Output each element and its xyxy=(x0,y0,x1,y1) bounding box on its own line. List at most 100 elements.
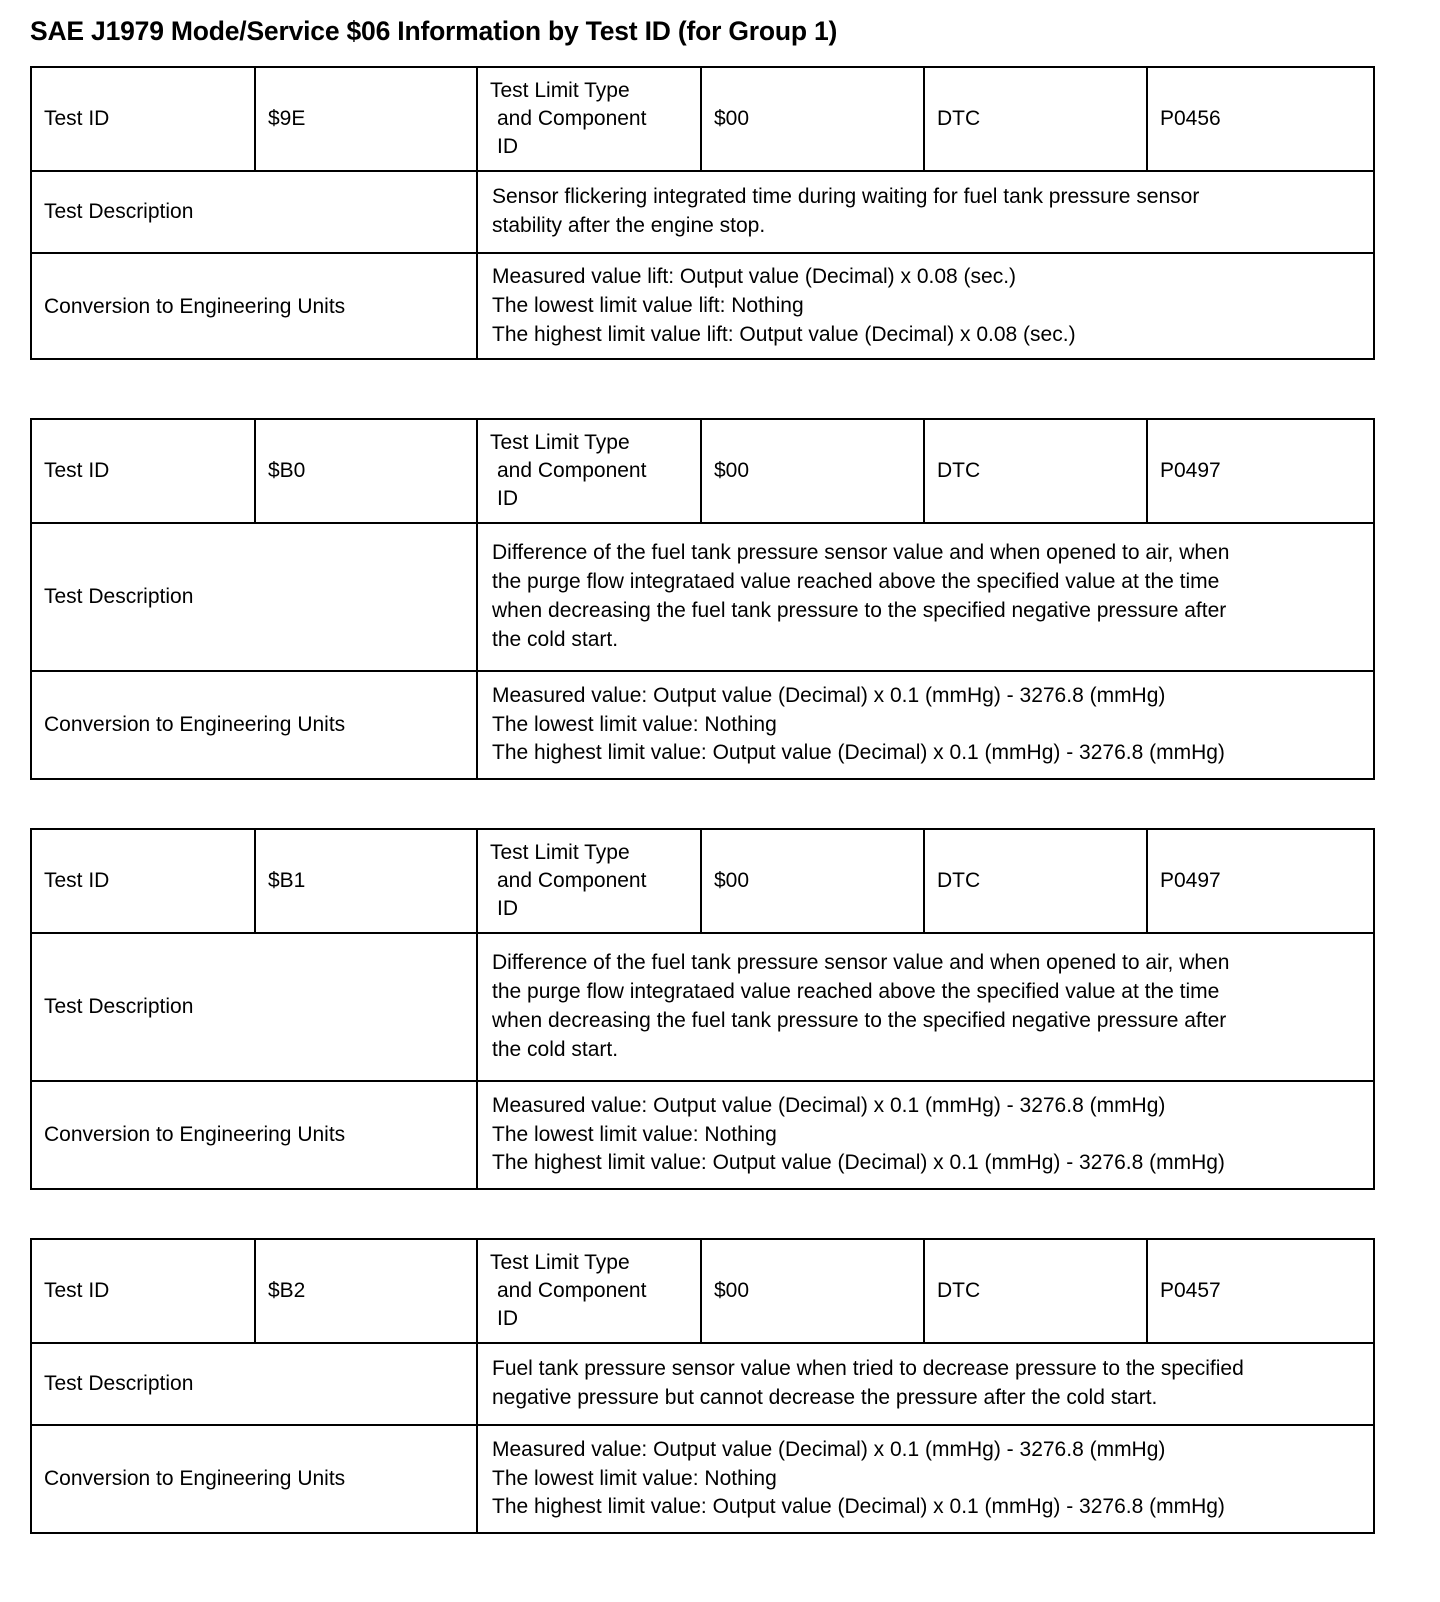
test-id-label: Test ID xyxy=(44,1279,110,1303)
text-line: The highest limit value: Output value (D… xyxy=(492,1151,1225,1175)
test-limit-value: $00 xyxy=(714,459,750,483)
test-id-table-3: Test ID $B1 Test Limit Type and Componen… xyxy=(30,828,1375,1190)
test-limit-type-label-cell: Test Limit Type and Component ID xyxy=(476,418,702,524)
dtc-label: DTC xyxy=(937,107,981,131)
limit-type-line-1: Test Limit Type xyxy=(490,431,630,455)
conversion-value-cell: Measured value: Output value (Decimal) x… xyxy=(476,670,1375,780)
test-description-text: Sensor flickering integrated time during… xyxy=(478,174,1373,250)
test-id-value: $9E xyxy=(268,107,306,131)
test-description-label: Test Description xyxy=(44,585,194,609)
limit-type-line-2: and Component xyxy=(497,459,647,483)
conversion-label-cell: Conversion to Engineering Units xyxy=(30,1080,478,1190)
dtc-label-cell: DTC xyxy=(923,1238,1148,1344)
dtc-value-cell: P0456 xyxy=(1146,66,1375,172)
dtc-value: P0457 xyxy=(1160,1279,1221,1303)
test-limit-value: $00 xyxy=(714,1279,750,1303)
test-id-label-cell: Test ID xyxy=(30,1238,256,1344)
test-limit-type-label: Test Limit Type and Component ID xyxy=(478,421,700,521)
test-description-label-cell: Test Description xyxy=(30,522,478,672)
table-row: Test Description Fuel tank pressure sens… xyxy=(30,1342,1375,1426)
test-id-value-cell: $B0 xyxy=(254,418,478,524)
limit-type-line-3: ID xyxy=(497,1306,518,1330)
test-id-label-cell: Test ID xyxy=(30,418,256,524)
test-id-value-cell: $9E xyxy=(254,66,478,172)
dtc-label-cell: DTC xyxy=(923,66,1148,172)
conversion-value-cell: Measured value: Output value (Decimal) x… xyxy=(476,1424,1375,1534)
test-limit-value: $00 xyxy=(714,107,750,131)
test-id-label: Test ID xyxy=(44,459,110,483)
dtc-value-cell: P0497 xyxy=(1146,828,1375,934)
limit-type-line-1: Test Limit Type xyxy=(490,841,630,865)
table-row: Conversion to Engineering Units Measured… xyxy=(30,670,1375,780)
dtc-value: P0497 xyxy=(1160,869,1221,893)
dtc-label: DTC xyxy=(937,869,981,893)
text-line: The lowest limit value lift: Nothing xyxy=(492,293,804,317)
dtc-value: P0497 xyxy=(1160,459,1221,483)
dtc-label-cell: DTC xyxy=(923,828,1148,934)
text-line: stability after the engine stop. xyxy=(492,214,766,237)
limit-type-line-3: ID xyxy=(497,896,518,920)
test-id-label-cell: Test ID xyxy=(30,828,256,934)
text-line: Measured value lift: Output value (Decim… xyxy=(492,265,1017,288)
test-description-value-cell: Fuel tank pressure sensor value when tri… xyxy=(476,1342,1375,1426)
test-limit-value-cell: $00 xyxy=(700,828,925,934)
dtc-label: DTC xyxy=(937,459,981,483)
dtc-value-cell: P0457 xyxy=(1146,1238,1375,1344)
test-limit-value: $00 xyxy=(714,869,750,893)
conversion-value-cell: Measured value lift: Output value (Decim… xyxy=(476,251,1375,361)
test-id-table-4: Test ID $B2 Test Limit Type and Componen… xyxy=(30,1238,1375,1534)
conversion-label: Conversion to Engineering Units xyxy=(44,1467,346,1491)
text-line: The lowest limit value: Nothing xyxy=(492,712,777,736)
conversion-label-cell: Conversion to Engineering Units xyxy=(30,670,478,780)
conversion-label-cell: Conversion to Engineering Units xyxy=(30,251,478,361)
conversion-label-cell: Conversion to Engineering Units xyxy=(30,1424,478,1534)
table-row: Test ID $B2 Test Limit Type and Componen… xyxy=(30,1238,1375,1344)
test-id-value: $B2 xyxy=(268,1279,306,1303)
test-description-text: Difference of the fuel tank pressure sen… xyxy=(478,530,1373,663)
dtc-label: DTC xyxy=(937,1279,981,1303)
text-line: the cold start. xyxy=(492,1037,619,1061)
text-line: Measured value: Output value (Decimal) x… xyxy=(492,683,1166,707)
table-row: Conversion to Engineering Units Measured… xyxy=(30,1424,1375,1534)
test-description-value-cell: Difference of the fuel tank pressure sen… xyxy=(476,932,1375,1082)
test-id-label: Test ID xyxy=(44,869,110,893)
conversion-label: Conversion to Engineering Units xyxy=(44,713,346,737)
table-row: Test ID $B0 Test Limit Type and Componen… xyxy=(30,418,1375,524)
test-limit-type-label: Test Limit Type and Component ID xyxy=(478,69,700,169)
table-row: Test Description Difference of the fuel … xyxy=(30,522,1375,672)
conversion-label: Conversion to Engineering Units xyxy=(44,1123,346,1147)
text-line: Measured value: Output value (Decimal) x… xyxy=(492,1437,1166,1461)
conversion-value-cell: Measured value: Output value (Decimal) x… xyxy=(476,1080,1375,1190)
test-description-label: Test Description xyxy=(44,995,194,1019)
limit-type-line-2: and Component xyxy=(497,869,647,893)
test-description-value-cell: Difference of the fuel tank pressure sen… xyxy=(476,522,1375,672)
text-line: Fuel tank pressure sensor value when tri… xyxy=(492,1357,1244,1381)
test-id-value-cell: $B1 xyxy=(254,828,478,934)
text-line: Difference of the fuel tank pressure sen… xyxy=(492,951,1230,975)
text-line: negative pressure but cannot decrease th… xyxy=(492,1386,1158,1409)
test-description-label: Test Description xyxy=(44,200,194,224)
text-line: the purge flow integrataed value reached… xyxy=(492,980,1220,1004)
test-limit-type-label-cell: Test Limit Type and Component ID xyxy=(476,828,702,934)
test-id-label: Test ID xyxy=(44,107,110,131)
text-line: The highest limit value: Output value (D… xyxy=(492,741,1225,765)
test-id-label-cell: Test ID xyxy=(30,66,256,172)
test-description-label: Test Description xyxy=(44,1372,194,1396)
test-id-table-2: Test ID $B0 Test Limit Type and Componen… xyxy=(30,418,1375,780)
text-line: the purge flow integrataed value reached… xyxy=(492,570,1220,594)
test-description-label-cell: Test Description xyxy=(30,1342,478,1426)
test-limit-type-label: Test Limit Type and Component ID xyxy=(478,1241,700,1341)
test-limit-value-cell: $00 xyxy=(700,418,925,524)
table-row: Test ID $9E Test Limit Type and Componen… xyxy=(30,66,1375,172)
conversion-text: Measured value lift: Output value (Decim… xyxy=(478,254,1373,358)
test-description-value-cell: Sensor flickering integrated time during… xyxy=(476,170,1375,254)
text-line: Difference of the fuel tank pressure sen… xyxy=(492,541,1230,565)
test-id-table-1: Test ID $9E Test Limit Type and Componen… xyxy=(30,66,1375,361)
test-limit-value-cell: $00 xyxy=(700,66,925,172)
test-description-label-cell: Test Description xyxy=(30,170,478,254)
test-description-text: Difference of the fuel tank pressure sen… xyxy=(478,940,1373,1073)
dtc-label-cell: DTC xyxy=(923,418,1148,524)
conversion-text: Measured value: Output value (Decimal) x… xyxy=(478,673,1373,777)
test-limit-type-label-cell: Test Limit Type and Component ID xyxy=(476,66,702,172)
